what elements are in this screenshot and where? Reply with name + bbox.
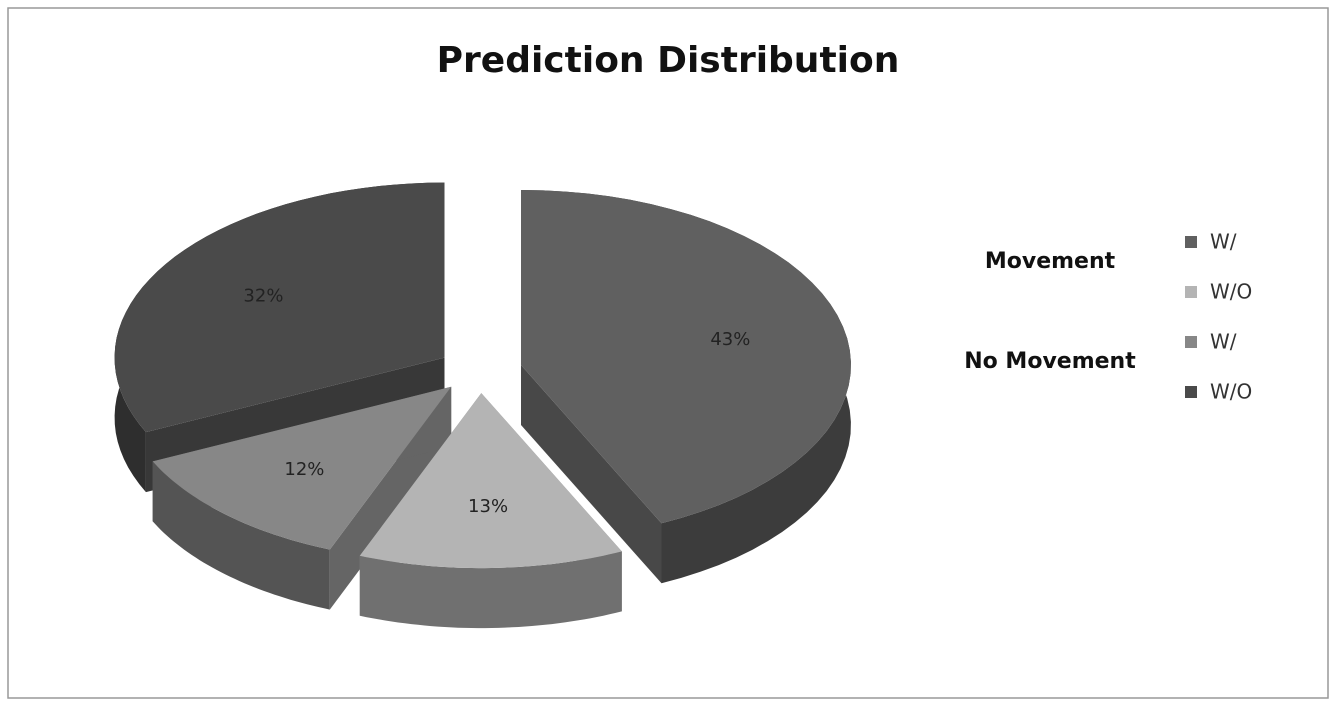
slice-top [152, 386, 452, 550]
legend-swatch [1185, 236, 1197, 248]
data-label: 43% [710, 329, 750, 350]
legend-label: W/ [1210, 230, 1237, 254]
slice-side [152, 461, 330, 610]
legend-label: W/O [1210, 380, 1252, 404]
slice-wall [521, 365, 662, 584]
legend-swatch [1185, 286, 1197, 298]
legend-label: W/O [1210, 280, 1252, 304]
legend-label: W/ [1210, 330, 1237, 354]
chart-title: Prediction Distribution [437, 40, 900, 81]
legend-group: Movement [985, 249, 1116, 274]
data-label: 13% [468, 496, 508, 517]
pie-slice [359, 393, 622, 629]
slice-side [359, 551, 622, 629]
data-label: 12% [284, 459, 324, 480]
legend-swatch [1185, 336, 1197, 348]
legend-group: No Movement [964, 349, 1136, 374]
slice-top [521, 190, 851, 524]
pie-slice [521, 190, 851, 584]
slice-top [114, 182, 445, 433]
data-label: 32% [243, 286, 283, 307]
legend-swatch [1185, 386, 1197, 398]
pie-slice [152, 386, 452, 610]
slice-top [359, 393, 622, 569]
